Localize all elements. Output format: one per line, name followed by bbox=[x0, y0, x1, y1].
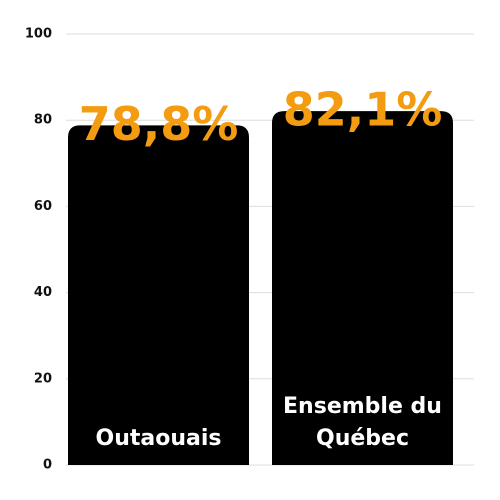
bar bbox=[68, 125, 249, 465]
y-tick-label: 60 bbox=[34, 199, 52, 214]
y-tick-label: 20 bbox=[34, 371, 52, 386]
value-label: 78,8% bbox=[79, 97, 239, 151]
y-tick-label: 100 bbox=[25, 27, 52, 42]
category-label: Outaouais bbox=[95, 425, 222, 451]
y-tick-label: 80 bbox=[34, 113, 52, 128]
category-label: Ensemble du Québec bbox=[283, 393, 442, 451]
value-label: 82,1% bbox=[283, 83, 443, 137]
bar bbox=[272, 111, 453, 466]
y-tick-label: 40 bbox=[34, 285, 52, 300]
y-tick-label: 0 bbox=[43, 458, 52, 473]
